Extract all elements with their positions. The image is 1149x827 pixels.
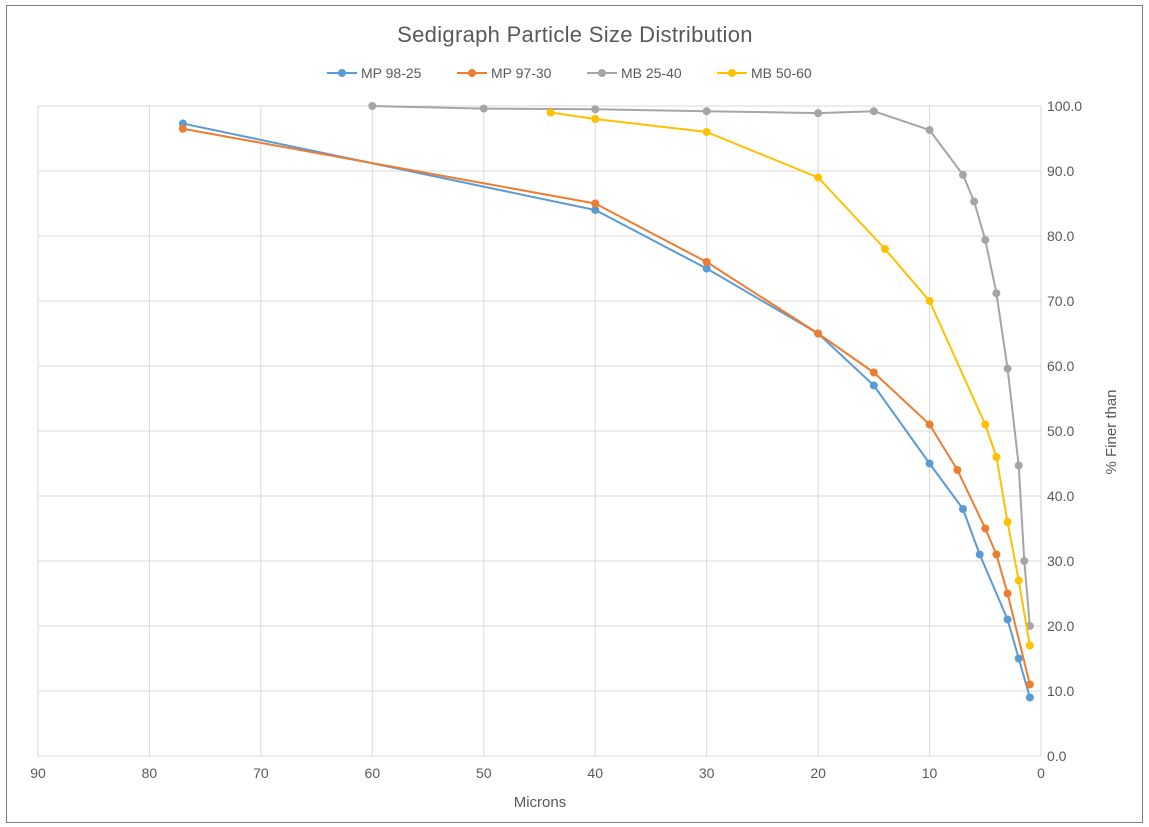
legend-item: MP 98-25 xyxy=(327,65,422,81)
legend-item: MB 25-40 xyxy=(587,65,682,81)
data-point xyxy=(958,505,967,513)
legend-item: MB 50-60 xyxy=(717,65,812,81)
data-point xyxy=(981,524,990,533)
data-point xyxy=(1025,680,1034,689)
x-tick-label: 0 xyxy=(1037,765,1045,781)
y-tick-label: 30.0 xyxy=(1047,553,1074,569)
data-point xyxy=(1014,654,1023,663)
data-point xyxy=(368,102,377,110)
x-axis-ticks: 90 80 70 60 50 40 30 20 10 0 xyxy=(30,765,1045,781)
data-point xyxy=(546,108,555,117)
data-point xyxy=(1025,641,1034,650)
data-point xyxy=(1003,518,1012,526)
legend-item: MP 97-30 xyxy=(457,65,552,81)
series-mp-98-25 xyxy=(178,119,1034,702)
chart-title: Sedigraph Particle Size Distribution xyxy=(397,22,753,47)
data-point xyxy=(925,297,934,305)
series-line xyxy=(182,127,1031,685)
data-point xyxy=(479,104,488,113)
data-point xyxy=(1003,364,1012,373)
data-point xyxy=(981,235,990,244)
data-point xyxy=(992,550,1001,559)
legend-swatch-marker xyxy=(468,69,476,77)
data-point xyxy=(814,173,823,182)
data-point xyxy=(814,329,823,338)
data-point xyxy=(1014,461,1023,470)
legend-label: MP 98-25 xyxy=(361,65,422,81)
y-tick-label: 10.0 xyxy=(1047,683,1074,699)
y-axis-ticks: 0.0 10.0 20.0 30.0 40.0 50.0 60.0 70.0 80.0 90.0 1… xyxy=(1047,98,1082,764)
data-point xyxy=(814,109,823,118)
y-tick-label: 40.0 xyxy=(1047,488,1074,504)
data-point xyxy=(925,459,934,468)
y-axis-title: % Finer than xyxy=(1103,389,1120,474)
data-point xyxy=(1014,576,1023,585)
x-tick-label: 10 xyxy=(922,765,938,781)
x-tick-label: 20 xyxy=(810,765,826,781)
x-tick-label: 50 xyxy=(476,765,492,781)
data-point xyxy=(591,115,600,123)
data-point xyxy=(970,197,979,206)
data-point xyxy=(1025,693,1034,702)
data-point xyxy=(869,368,878,377)
y-tick-label: 50.0 xyxy=(1047,423,1074,439)
x-tick-label: 80 xyxy=(142,765,158,781)
data-point xyxy=(953,466,962,474)
data-point xyxy=(869,107,878,116)
data-point xyxy=(702,107,711,116)
legend: MP 98-25 MP 97-30 MB 25-40 MB 50-60 xyxy=(327,65,812,81)
chart-frame xyxy=(6,5,1143,823)
x-tick-label: 90 xyxy=(30,765,46,781)
series-mp-97-30 xyxy=(178,124,1034,689)
series-layer xyxy=(178,102,1034,702)
y-tick-label: 100.0 xyxy=(1047,98,1082,114)
gridlines xyxy=(37,105,1042,757)
data-point xyxy=(869,381,878,390)
data-point xyxy=(591,105,600,114)
data-point xyxy=(975,550,984,559)
x-tick-label: 30 xyxy=(699,765,715,781)
data-point xyxy=(1020,557,1029,565)
legend-label: MP 97-30 xyxy=(491,65,552,81)
legend-swatch-marker xyxy=(338,69,346,77)
data-point xyxy=(1003,615,1012,624)
x-tick-label: 70 xyxy=(253,765,269,781)
series-mb-50-60 xyxy=(546,108,1034,650)
y-tick-label: 70.0 xyxy=(1047,293,1074,309)
data-point xyxy=(925,126,934,135)
data-point xyxy=(702,128,711,136)
data-point xyxy=(702,264,711,273)
y-tick-label: 0.0 xyxy=(1047,748,1067,764)
y-tick-label: 60.0 xyxy=(1047,358,1074,374)
data-point xyxy=(880,245,889,253)
legend-label: MB 25-40 xyxy=(621,65,682,81)
data-point xyxy=(925,420,934,429)
x-axis-title: Microns xyxy=(514,794,567,811)
y-tick-label: 80.0 xyxy=(1047,228,1074,244)
data-point xyxy=(702,258,711,266)
legend-swatch-marker xyxy=(728,69,736,77)
data-point xyxy=(981,420,990,429)
x-tick-label: 60 xyxy=(365,765,381,781)
y-tick-label: 20.0 xyxy=(1047,618,1074,634)
legend-swatch-marker xyxy=(598,69,606,77)
y-tick-label: 90.0 xyxy=(1047,163,1074,179)
series-mb-25-40 xyxy=(368,102,1034,630)
data-point xyxy=(178,124,187,133)
data-point xyxy=(591,206,600,214)
series-line xyxy=(550,111,1031,646)
data-point xyxy=(591,199,600,208)
x-tick-label: 40 xyxy=(587,765,603,781)
data-point xyxy=(1003,589,1012,598)
data-point xyxy=(992,453,1001,461)
data-point xyxy=(958,170,967,179)
legend-label: MB 50-60 xyxy=(751,65,812,81)
data-point xyxy=(992,289,1001,298)
